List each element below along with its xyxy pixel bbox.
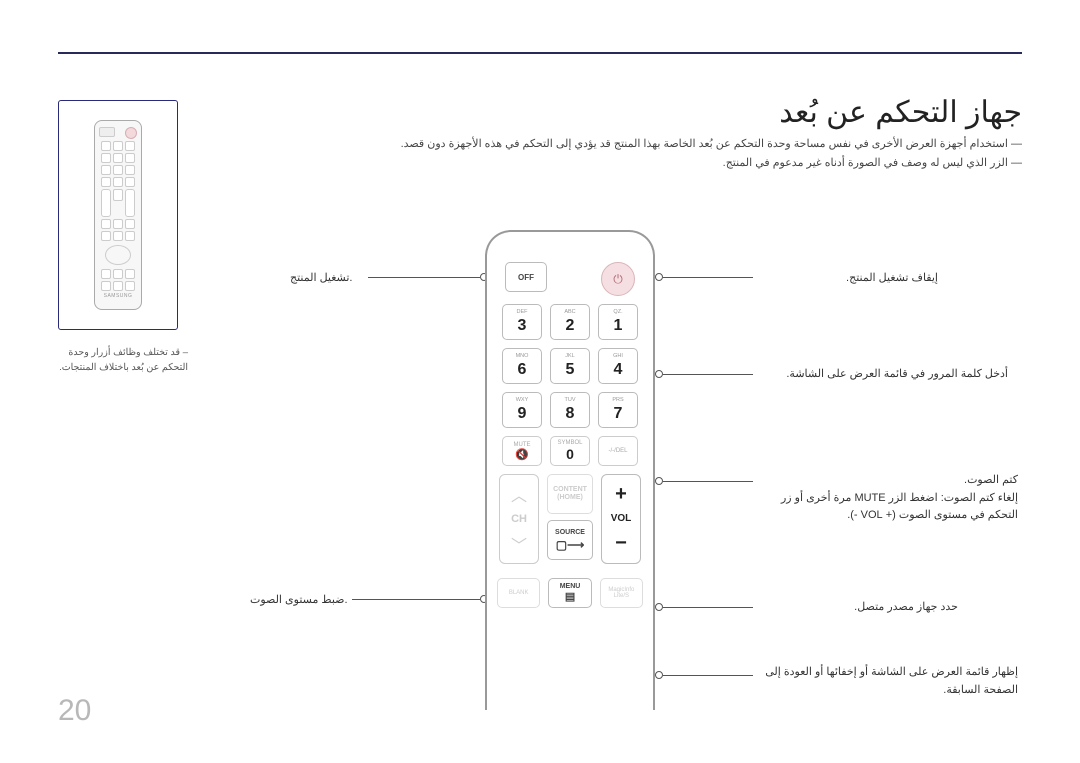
callout-power-on: تشغيل المنتج. <box>290 270 365 288</box>
callout-menu: إظهار قائمة العرض على الشاشة أو إخفائها … <box>758 664 1018 699</box>
ch-down-icon: ﹀ <box>511 532 527 556</box>
source-icon: ⟶▢ <box>556 538 585 552</box>
page-title: جهاز التحكم عن بُعد <box>779 95 1022 130</box>
power-icon: ⏻ <box>613 272 623 287</box>
page-number: 20 <box>58 694 91 728</box>
callout-source: حدد جهاز مصدر متصل. <box>758 599 958 617</box>
intro-block: استخدام أجهزة العرض الأخرى في نفس مساحة … <box>401 135 1022 172</box>
callout-mute-2: إلغاء كتم الصوت: اضغط الزر MUTE مرة أخرى… <box>758 490 1018 508</box>
power-button[interactable]: ⏻ <box>601 262 635 296</box>
callout-volume: ضبط مستوى الصوت. <box>250 592 350 610</box>
key-0[interactable]: SYMBOL0 <box>550 436 590 466</box>
key-3[interactable]: DEF3 <box>502 304 542 340</box>
remote-diagram: تشغيل المنتج. ضبط مستوى الصوت. إيقاف تشغ… <box>250 200 1020 720</box>
vol-up-icon: + <box>615 483 627 506</box>
thumb-remote-body: SAMSUNG <box>94 120 142 310</box>
key-2[interactable]: ABC2 <box>550 304 590 340</box>
del-button[interactable]: DEL/-/- <box>598 436 638 466</box>
callout-mute-1: كتم الصوت. <box>758 472 1018 490</box>
thumbnail-note: قد تختلف وظائف أزرار وحدة التحكم عن بُعد… <box>58 345 188 375</box>
off-button[interactable]: OFF <box>505 262 547 292</box>
key-5[interactable]: JKL5 <box>550 348 590 384</box>
callout-menu-2: الصفحة السابقة. <box>758 682 1018 700</box>
remote-body: ⏻ OFF .QZ1 ABC2 DEF3 GHI4 JKL5 MNO6 PRS7… <box>485 230 655 710</box>
key-7[interactable]: PRS7 <box>598 392 638 428</box>
ch-up-icon: ︿ <box>511 482 527 506</box>
key-8[interactable]: TUV8 <box>550 392 590 428</box>
remote-thumbnail: SAMSUNG <box>58 100 178 330</box>
vol-down-icon: − <box>615 532 627 555</box>
callout-menu-1: إظهار قائمة العرض على الشاشة أو إخفائها … <box>758 664 1018 682</box>
intro-line-1: استخدام أجهزة العرض الأخرى في نفس مساحة … <box>401 135 1022 154</box>
mute-button[interactable]: MUTE🔇 <box>502 436 542 466</box>
mute-icon: 🔇 <box>515 448 529 461</box>
callout-numpad: أدخل كلمة المرور في قائمة العرض على الشا… <box>758 366 1008 384</box>
channel-rocker[interactable]: ︿ CH ﹀ <box>499 474 539 564</box>
key-4[interactable]: GHI4 <box>598 348 638 384</box>
content-home-button[interactable]: CONTENT (HOME) <box>547 474 593 514</box>
menu-button[interactable]: MENU ▤ <box>548 578 591 608</box>
callout-mute: كتم الصوت. إلغاء كتم الصوت: اضغط الزر MU… <box>758 472 1018 525</box>
thumb-brand: SAMSUNG <box>104 293 133 299</box>
menu-icon: ▤ <box>565 590 575 603</box>
callout-mute-3: التحكم في مستوى الصوت (+ VOL -). <box>758 507 1018 525</box>
magicinfo-button[interactable]: MagicInfo Lite/S <box>600 578 643 608</box>
volume-rocker[interactable]: + VOL − <box>601 474 641 564</box>
key-9[interactable]: WXY9 <box>502 392 542 428</box>
source-button[interactable]: SOURCE ⟶▢ <box>547 520 593 560</box>
blank-button[interactable]: BLANK <box>497 578 540 608</box>
key-1[interactable]: .QZ1 <box>598 304 638 340</box>
callout-power-off: إيقاف تشغيل المنتج. <box>758 270 938 288</box>
top-rule <box>58 52 1022 54</box>
intro-line-2: الزر الذي ليس له وصف في الصورة أدناه غير… <box>401 154 1022 173</box>
key-6[interactable]: MNO6 <box>502 348 542 384</box>
